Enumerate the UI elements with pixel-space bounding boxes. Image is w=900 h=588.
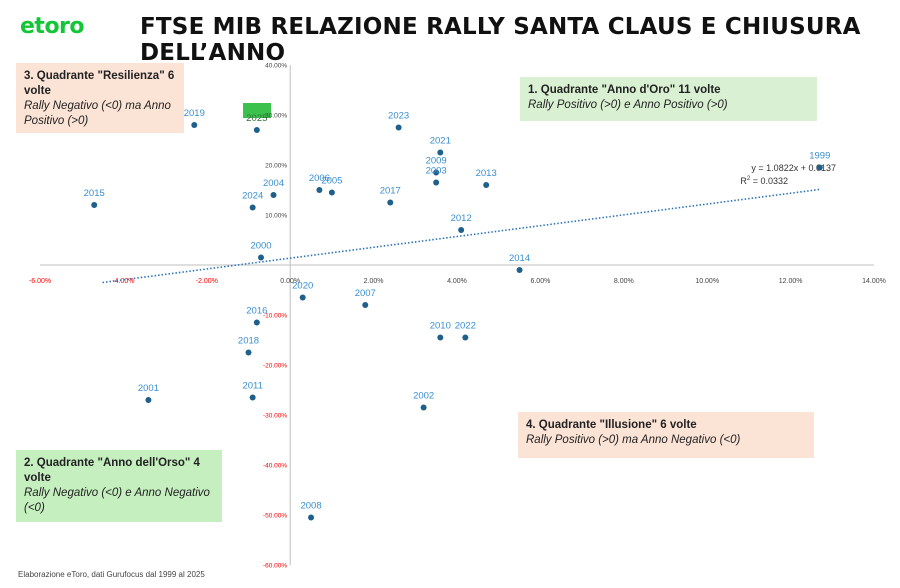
data-point-2003 [433,179,440,186]
point-label-2019: 2019 [184,108,205,119]
data-point-2004 [270,192,277,198]
x-tick-label: 14.00% [862,278,886,285]
point-label-2002: 2002 [413,391,434,402]
x-tick-label: 0.00% [280,278,300,285]
point-label-1999: 1999 [809,151,830,162]
trendline-group: y = 1.0822x + 0.0137 R2 = 0.0332 [102,163,836,284]
etoro-logo: etoro [20,14,85,39]
trendline-r2: R2 = 0.0332 [740,176,788,186]
data-point-2014 [516,267,523,273]
point-label-2023: 2023 [388,111,409,122]
point-label-2016: 2016 [246,306,267,317]
point-label-2010: 2010 [430,321,451,332]
data-point-2025 [253,127,260,133]
x-tick-label: -4.00% [112,278,134,285]
points-group [91,122,823,521]
point-label-2017: 2017 [380,186,401,197]
data-point-2005 [328,189,335,196]
data-point-2006 [316,187,323,193]
y-tick-label: 40.00% [265,63,287,70]
quadrant-3-box: 3. Quadrante "Resilienza" 6 volte Rally … [16,63,184,133]
quadrant-2-title: 2. Quadrante "Anno dell'Orso" 4 volte [24,457,200,484]
trendline [102,188,820,284]
point-label-2007: 2007 [355,288,376,299]
data-point-1999 [816,164,823,171]
y-tick-label: 10.00% [265,213,287,220]
point-label-2025: 2025 [246,113,267,124]
y-tick-label: -20.00% [263,363,287,370]
quadrant-2-desc: Rally Negativo (<0) e Anno Negativo (<0) [24,487,210,514]
point-label-2011: 2011 [242,381,262,392]
point-label-2004: 2004 [263,178,284,189]
data-point-2011 [249,394,256,401]
data-point-2013 [483,182,490,188]
data-point-2018 [245,349,252,356]
y-tick-label: -50.00% [263,513,287,520]
data-point-2001 [145,397,152,403]
point-label-2000: 2000 [250,241,271,252]
y-tick-label: -10.00% [263,313,287,320]
axes: -6.00% -4.00% -2.00% 0.00% 2.00% 4.00% 6.00% 8.… [29,63,886,570]
source-footer: Elaborazione eToro, dati Gurufocus dal 1… [18,570,205,579]
data-point-2024 [249,204,256,211]
highlight-2025 [243,103,271,118]
data-point-2016 [253,319,260,326]
point-label-2014: 2014 [509,253,530,264]
data-point-2000 [258,254,265,261]
point-label-2021: 2021 [430,136,451,147]
quadrant-1-title: 1. Quadrante "Anno d'Oro" 11 volte [528,84,721,96]
quadrant-1-desc: Rally Positivo (>0) e Anno Positivo (>0) [528,99,728,111]
x-tick-label: 12.00% [779,278,803,285]
y-tick-label: -30.00% [263,413,287,420]
data-point-2010 [437,334,444,341]
point-label-2012: 2012 [451,213,472,224]
y-tick-label: -40.00% [263,463,287,470]
point-label-2022: 2022 [455,321,476,332]
point-label-2013: 2013 [476,168,497,179]
x-tick-label: 6.00% [530,278,550,285]
data-point-2002 [420,404,427,411]
x-tick-label: 10.00% [695,278,719,285]
data-point-2022 [462,334,469,341]
y-tick-label: -60.00% [263,563,287,570]
point-label-2008: 2008 [300,501,321,512]
data-point-2019 [191,122,198,128]
data-point-2023 [395,124,402,131]
point-label-2001: 2001 [138,383,159,394]
point-label-2020: 2020 [292,281,313,292]
point-label-2006: 2006 [309,173,330,184]
data-point-2017 [387,199,394,206]
quadrant-2-box: 2. Quadrante "Anno dell'Orso" 4 volte Ra… [16,450,222,522]
x-tick-label: 2.00% [364,278,384,285]
point-label-2024: 2024 [242,191,263,202]
point-label-2015: 2015 [84,188,105,199]
data-point-2021 [437,149,444,156]
point-label-2005: 2005 [321,176,342,187]
y-tick-label: 20.00% [265,163,287,170]
data-point-2015 [91,202,98,208]
quadrant-4-desc: Rally Positivo (>0) ma Anno Negativo (<0… [526,434,741,446]
quadrant-4-box: 4. Quadrante "Illusione" 6 volte Rally P… [518,412,814,458]
x-tick-label: 4.00% [447,278,467,285]
data-point-2012 [458,227,465,233]
quadrant-3-title: 3. Quadrante "Resilienza" 6 volte [24,70,175,97]
chart-title: FTSE MIB RELAZIONE RALLY SANTA CLAUS E C… [140,14,861,66]
data-point-2020 [299,294,306,301]
data-point-2007 [362,302,369,308]
point-label-2009: 2009 [426,156,447,167]
data-point-2009 [433,169,440,176]
data-point-2008 [308,514,315,521]
y-tick-label: 30.00% [265,113,287,120]
x-tick-label: -6.00% [29,278,51,285]
x-tick-label: -2.00% [196,278,218,285]
trendline-equation: y = 1.0822x + 0.0137 [751,163,836,173]
quadrant-3-desc: Rally Negativo (<0) ma Anno Positivo (>0… [24,100,171,127]
quadrant-1-box: 1. Quadrante "Anno d'Oro" 11 volte Rally… [520,77,817,121]
quadrant-4-title: 4. Quadrante "Illusione" 6 volte [526,419,697,431]
point-label-2018: 2018 [238,336,259,347]
x-tick-label: 8.00% [614,278,634,285]
point-label-2003: 2003 [426,166,447,177]
